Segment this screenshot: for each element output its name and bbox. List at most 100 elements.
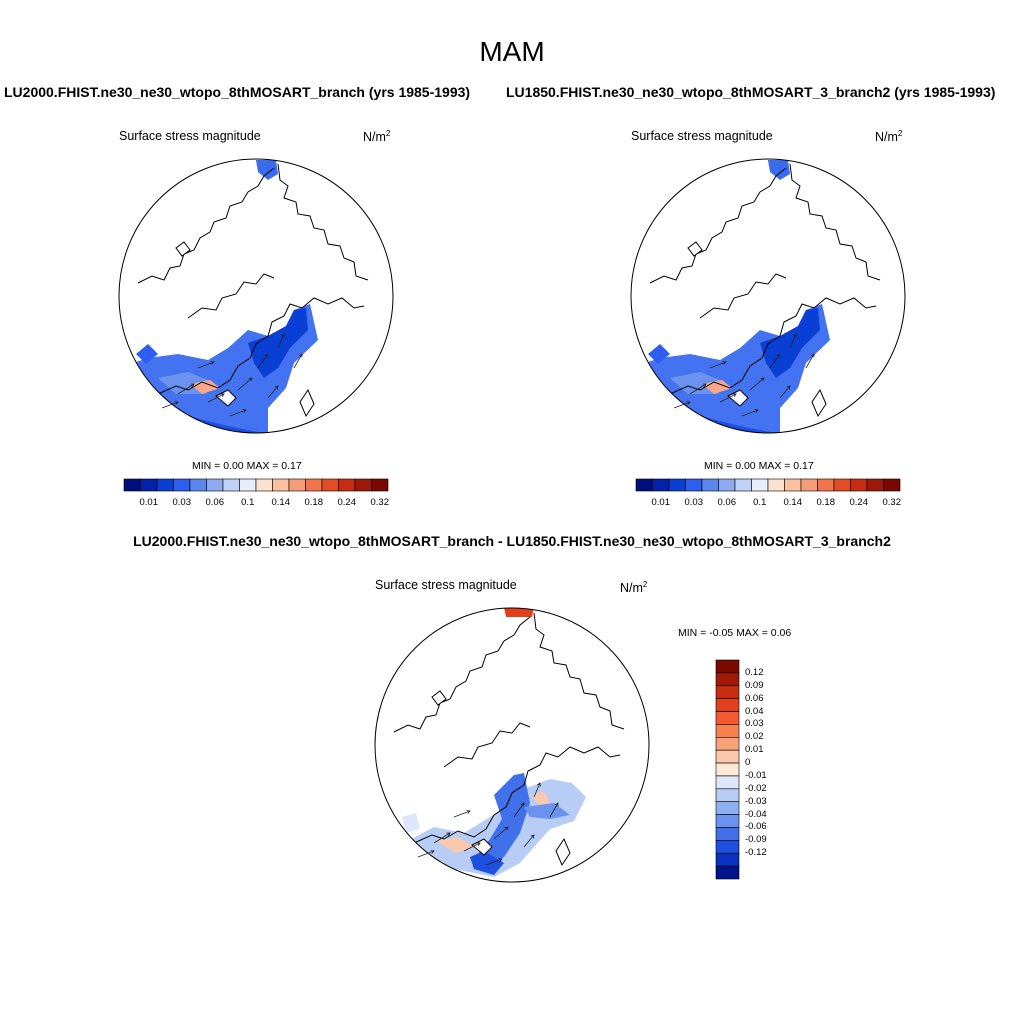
colorbar-swatch — [866, 478, 884, 492]
colorbar-swatch — [305, 478, 323, 492]
colorbar-tick-label: 0.06 — [717, 497, 737, 508]
colorbar-swatch — [715, 762, 740, 777]
colorbar-tick-label: 0.03 — [684, 497, 704, 508]
colorbar-swatch — [288, 478, 306, 492]
colorbar-swatch — [715, 685, 740, 699]
panel-1-minmax: MIN = 0.00 MAX = 0.17 — [192, 460, 302, 472]
panel-2-minmax: MIN = 0.00 MAX = 0.17 — [704, 460, 814, 472]
colorbar-swatch — [817, 478, 835, 492]
colorbar-tick-label: 0 — [745, 757, 751, 769]
colorbar-swatch — [718, 478, 736, 492]
colorbar-swatch — [156, 478, 174, 492]
stress-vectors — [161, 333, 303, 417]
panel-3-variable-label: Surface stress magnitude — [375, 578, 517, 592]
colorbar-tick-label: 0.12 — [745, 666, 764, 678]
colorbar-swatch — [701, 478, 719, 492]
colorbar-swatch — [715, 827, 740, 841]
colorbar-swatch — [371, 478, 389, 492]
colorbar-swatch — [635, 478, 653, 492]
colorbar-swatch — [715, 801, 740, 815]
colorbar-tick-label: 0.24 — [337, 497, 357, 508]
panel-2-units: N/m2 — [875, 129, 903, 144]
colorbar-tick-label: -0.04 — [745, 808, 767, 820]
panel-1-variable-label: Surface stress magnitude — [119, 129, 261, 143]
colorbar-swatch — [715, 788, 740, 803]
panel-2-polar-map — [630, 158, 906, 434]
stress-vectors — [673, 333, 815, 417]
colorbar-swatch — [206, 478, 224, 492]
colorbar-swatch — [715, 724, 740, 738]
panel-1-units: N/m2 — [363, 129, 391, 144]
colorbar-swatch — [272, 478, 290, 492]
map-shading — [119, 160, 318, 433]
colorbar-swatch — [715, 672, 740, 687]
colorbar-tick-label: 0.02 — [745, 731, 764, 743]
colorbar-swatch — [715, 711, 740, 725]
figure-title: MAM — [479, 36, 545, 67]
colorbar-tick-label: 0.18 — [304, 497, 324, 508]
colorbar-tick-label: 0.1 — [753, 497, 767, 508]
colorbar-swatch — [715, 749, 740, 764]
colorbar-tick-label: 0.14 — [271, 497, 291, 508]
stress-vectors — [417, 782, 559, 866]
colorbar-tick-label: -0.06 — [745, 821, 767, 833]
colorbar-tick-label: 0.24 — [849, 497, 869, 508]
colorbar-swatch — [338, 478, 356, 492]
colorbar-tick-label: -0.09 — [745, 834, 767, 846]
map-shading — [631, 160, 830, 433]
colorbar-tick-label: 0.1 — [241, 497, 255, 508]
colorbar-swatch — [222, 478, 240, 492]
colorbar-tick-label: -0.01 — [745, 769, 767, 781]
colorbar-tick-label: 0.03 — [172, 497, 192, 508]
colorbar-swatch — [140, 478, 158, 492]
colorbar-swatch — [685, 478, 703, 492]
panel-1-colorbar — [123, 478, 389, 492]
colorbar-swatch — [715, 775, 740, 790]
colorbar-swatch — [850, 478, 868, 492]
colorbar-tick-label: 0.04 — [745, 705, 764, 717]
panel-2-variable-label: Surface stress magnitude — [631, 129, 773, 143]
colorbar-swatch — [751, 478, 769, 492]
colorbar-tick-label: -0.02 — [745, 782, 767, 794]
colorbar-swatch — [123, 478, 141, 492]
colorbar-tick-label: 0.32 — [882, 497, 902, 508]
colorbar-tick-label: 0.03 — [745, 718, 764, 730]
colorbar-swatch — [173, 478, 191, 492]
colorbar-tick-label: 0.14 — [783, 497, 803, 508]
colorbar-tick-label: 0.01 — [745, 744, 764, 756]
panel-3-polar-map — [374, 607, 650, 883]
panel-3-case-title: LU2000.FHIST.ne30_ne30_wtopo_8thMOSART_b… — [133, 533, 891, 549]
panel-3-minmax: MIN = -0.05 MAX = 0.06 — [678, 627, 792, 639]
colorbar-swatch — [715, 698, 740, 712]
coastlines — [393, 612, 625, 867]
panel-2-colorbar — [635, 478, 901, 492]
panel-3-colorbar — [715, 659, 740, 880]
colorbar-swatch — [255, 478, 273, 492]
colorbar-tick-label: 0.01 — [139, 497, 159, 508]
colorbar-swatch — [800, 478, 818, 492]
colorbar-tick-label: 0.01 — [651, 497, 671, 508]
colorbar-swatch — [354, 478, 372, 492]
panel-1-case-title: LU2000.FHIST.ne30_ne30_wtopo_8thMOSART_b… — [4, 84, 471, 100]
panel-1-polar-map — [118, 158, 394, 434]
colorbar-swatch — [715, 736, 740, 751]
colorbar-swatch — [833, 478, 851, 492]
colorbar-swatch — [715, 852, 740, 867]
panel-3-units: N/m2 — [620, 580, 648, 595]
colorbar-tick-label: -0.12 — [745, 847, 767, 859]
colorbar-tick-label: 0.32 — [370, 497, 390, 508]
colorbar-swatch — [189, 478, 207, 492]
colorbar-swatch — [767, 478, 785, 492]
colorbar-swatch — [734, 478, 752, 492]
colorbar-swatch — [715, 865, 740, 880]
colorbar-swatch — [239, 478, 257, 492]
colorbar-tick-label: 0.06 — [205, 497, 225, 508]
colorbar-tick-label: 0.06 — [745, 692, 764, 704]
colorbar-swatch — [715, 659, 740, 674]
colorbar-swatch — [883, 478, 901, 492]
colorbar-tick-label: -0.03 — [745, 795, 767, 807]
colorbar-swatch — [784, 478, 802, 492]
colorbar-swatch — [715, 814, 740, 828]
panel-2-case-title: LU1850.FHIST.ne30_ne30_wtopo_8thMOSART_3… — [506, 84, 996, 100]
colorbar-swatch — [652, 478, 670, 492]
